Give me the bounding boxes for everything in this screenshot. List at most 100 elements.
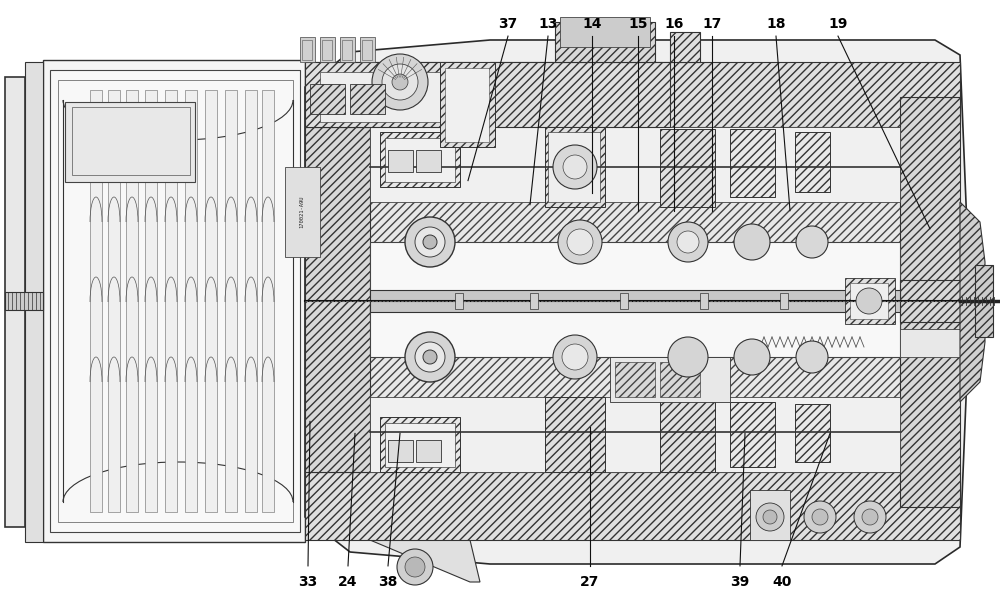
Bar xyxy=(302,40,312,60)
Text: 24: 24 xyxy=(338,575,358,589)
Bar xyxy=(362,40,372,60)
Polygon shape xyxy=(305,62,960,127)
Polygon shape xyxy=(900,97,960,507)
Text: 33: 33 xyxy=(298,575,318,589)
Circle shape xyxy=(553,335,597,379)
Bar xyxy=(90,90,102,512)
Polygon shape xyxy=(960,202,985,402)
Circle shape xyxy=(423,350,437,364)
Bar xyxy=(385,138,455,182)
Circle shape xyxy=(392,74,408,90)
Bar xyxy=(388,440,413,462)
Polygon shape xyxy=(370,127,900,242)
Bar xyxy=(416,440,441,462)
Bar xyxy=(660,362,700,397)
Circle shape xyxy=(796,341,828,373)
Bar xyxy=(975,265,993,337)
Bar xyxy=(370,290,900,312)
Circle shape xyxy=(854,501,886,533)
Bar xyxy=(385,423,455,467)
Text: 14: 14 xyxy=(582,17,602,31)
Polygon shape xyxy=(370,357,900,472)
Circle shape xyxy=(382,64,418,100)
Bar xyxy=(380,132,460,187)
Bar xyxy=(455,293,463,309)
Circle shape xyxy=(677,231,699,253)
Bar xyxy=(108,90,120,512)
Polygon shape xyxy=(305,127,370,472)
Circle shape xyxy=(862,509,878,525)
Bar xyxy=(495,485,865,535)
Text: 18: 18 xyxy=(766,17,786,31)
Bar xyxy=(25,62,43,542)
Polygon shape xyxy=(300,72,960,532)
Circle shape xyxy=(734,224,770,260)
Circle shape xyxy=(668,337,708,377)
Text: 16: 16 xyxy=(664,17,684,31)
Bar xyxy=(530,293,538,309)
Bar xyxy=(285,167,320,257)
Circle shape xyxy=(812,509,828,525)
Circle shape xyxy=(763,510,777,524)
Bar xyxy=(750,490,790,540)
Circle shape xyxy=(756,503,784,531)
Text: 40: 40 xyxy=(772,575,792,589)
Circle shape xyxy=(562,344,588,370)
Bar xyxy=(350,84,385,114)
Bar xyxy=(795,132,830,192)
Polygon shape xyxy=(490,32,700,127)
Bar xyxy=(342,40,352,60)
Polygon shape xyxy=(305,40,970,564)
Text: 39: 39 xyxy=(730,575,750,589)
Polygon shape xyxy=(370,540,480,582)
Bar xyxy=(545,397,605,472)
Circle shape xyxy=(558,220,602,264)
Bar xyxy=(548,132,600,202)
Bar xyxy=(730,129,775,197)
Circle shape xyxy=(423,235,437,249)
Circle shape xyxy=(415,342,445,372)
Bar xyxy=(416,150,441,172)
Circle shape xyxy=(405,217,455,267)
Text: 15: 15 xyxy=(628,17,648,31)
Circle shape xyxy=(553,145,597,189)
Bar xyxy=(370,127,900,202)
Text: 38: 38 xyxy=(378,575,398,589)
Circle shape xyxy=(567,229,593,255)
Bar xyxy=(320,37,335,62)
Polygon shape xyxy=(305,472,960,540)
Bar xyxy=(340,37,355,62)
Bar xyxy=(370,242,900,357)
Circle shape xyxy=(405,332,455,382)
Polygon shape xyxy=(43,60,305,542)
Bar xyxy=(660,397,715,472)
Circle shape xyxy=(668,222,708,262)
Bar xyxy=(305,62,475,127)
Circle shape xyxy=(804,501,836,533)
Bar xyxy=(440,62,495,147)
Bar xyxy=(845,278,895,324)
Bar xyxy=(322,40,332,60)
Bar xyxy=(615,362,655,397)
Bar xyxy=(126,90,138,512)
Circle shape xyxy=(563,155,587,179)
Bar xyxy=(610,357,730,402)
Bar xyxy=(72,107,190,175)
Circle shape xyxy=(397,549,433,585)
Bar xyxy=(145,90,157,512)
Bar xyxy=(490,480,870,540)
Bar xyxy=(225,90,237,512)
Bar xyxy=(388,150,413,172)
Bar xyxy=(370,397,900,472)
Bar xyxy=(65,102,195,182)
Bar xyxy=(245,90,257,512)
Bar xyxy=(660,129,715,207)
Bar xyxy=(700,293,708,309)
Bar xyxy=(545,127,605,207)
Bar xyxy=(795,404,830,462)
Circle shape xyxy=(405,557,425,577)
Bar xyxy=(620,293,628,309)
Bar xyxy=(560,17,650,47)
Circle shape xyxy=(415,227,445,257)
Bar xyxy=(380,417,460,472)
